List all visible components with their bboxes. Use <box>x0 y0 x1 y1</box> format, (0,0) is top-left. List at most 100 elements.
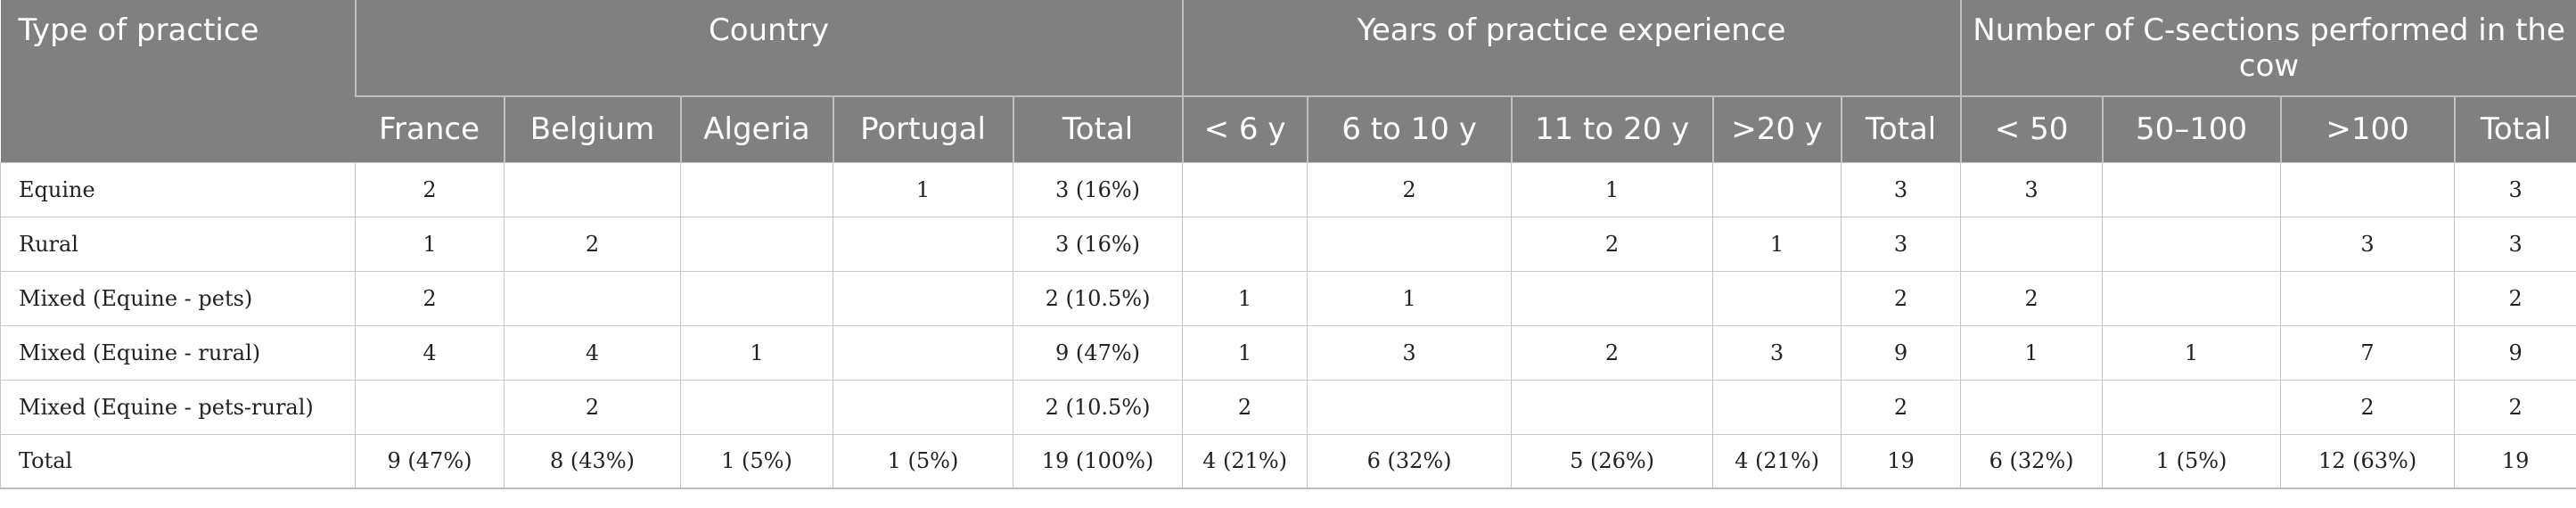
table-cell: 2 <box>1960 270 2104 326</box>
table-header: Type of practice Country Years of practi… <box>0 0 2576 162</box>
table-cell <box>1307 216 1513 272</box>
table-cell: 1 <box>1712 216 1842 272</box>
table-cell: 5 (26%) <box>1511 433 1714 489</box>
col-header-country-total: Total <box>1012 95 1183 162</box>
table-cell <box>833 379 1013 435</box>
table-cell <box>680 161 833 217</box>
table-cell: 2 <box>1841 379 1962 435</box>
table-cell: 2 <box>504 379 681 435</box>
table-cell <box>833 216 1013 272</box>
table-row: Mixed (Equine - pets) 2 2 (10.5%) 1 1 2 2 2 <box>0 270 2576 326</box>
table-cell: 9 (47%) <box>1012 324 1184 381</box>
table-cell <box>833 270 1013 326</box>
table-cell: 9 (47%) <box>355 433 505 489</box>
table-cell <box>2102 379 2282 435</box>
col-header-11to20y: 11 to 20 y <box>1510 95 1713 162</box>
table-cell <box>833 324 1013 381</box>
table-cell: 1 (5%) <box>833 433 1013 489</box>
table-cell <box>2102 270 2282 326</box>
table-cell: 4 <box>504 324 681 381</box>
table-cell: 4 <box>355 324 505 381</box>
table-cell: 1 <box>355 216 505 272</box>
col-header-gt100: >100 <box>2279 95 2455 162</box>
data-table: Type of practice Country Years of practi… <box>0 0 2576 489</box>
table-cell <box>2280 161 2456 217</box>
col-header-years-total: Total <box>1840 95 1961 162</box>
table-cell: 6 (32%) <box>1307 433 1513 489</box>
table-cell: 2 <box>2280 379 2456 435</box>
header-group-row: Type of practice Country Years of practi… <box>0 0 2576 162</box>
table-row: Total 9 (47%) 8 (43%) 1 (5%) 1 (5%) 19 (100%)… <box>0 433 2576 489</box>
table-cell: 4 (21%) <box>1712 433 1842 489</box>
table-cell: 3 <box>1841 216 1962 272</box>
table-cell <box>355 379 505 435</box>
table-cell <box>1511 270 1714 326</box>
table-cell <box>1712 379 1842 435</box>
years-experience-header: Years of practice experience <box>1181 0 1961 96</box>
table-cell: 1 <box>1960 324 2104 381</box>
table-cell <box>1307 379 1513 435</box>
table-cell: 2 <box>1182 379 1309 435</box>
col-header-lt6y: < 6 y <box>1181 95 1308 162</box>
table-cell: 2 <box>1841 270 1962 326</box>
table-cell: 8 (43%) <box>504 433 681 489</box>
table-cell: 9 <box>1841 324 1962 381</box>
table-cell: 9 <box>2454 324 2576 381</box>
table-cell: 3 <box>1960 161 2104 217</box>
table-cell <box>1511 379 1714 435</box>
row-label: Mixed (Equine - pets) <box>0 270 356 326</box>
table-cell <box>504 270 681 326</box>
table-cell: 2 <box>355 270 505 326</box>
table-cell: 1 (5%) <box>680 433 833 489</box>
table-cell <box>680 270 833 326</box>
table-cell <box>1960 216 2104 272</box>
table-cell <box>504 161 681 217</box>
table-cell <box>1182 161 1309 217</box>
table-cell: 3 <box>2454 216 2576 272</box>
table-cell: 1 <box>1307 270 1513 326</box>
col-header-csection-total: Total <box>2453 95 2576 162</box>
table-cell: 3 <box>1307 324 1513 381</box>
table-row: Mixed (Equine - pets-rural) 2 2 (10.5%) 2 2 2… <box>0 379 2576 435</box>
table-cell: 19 (100%) <box>1012 433 1184 489</box>
row-label: Equine <box>0 161 356 217</box>
table-cell <box>2102 216 2282 272</box>
table-cell: 12 (63%) <box>2280 433 2456 489</box>
table-cell: 3 <box>2280 216 2456 272</box>
row-label: Mixed (Equine - pets-rural) <box>0 379 356 435</box>
table-row: Mixed (Equine - rural) 4 4 1 9 (47%) 1 3 2 3 9 1 1 7… <box>0 324 2576 381</box>
row-label: Rural <box>0 216 356 272</box>
table-row: Equine 2 1 3 (16%) 2 1 3 3 3 <box>0 161 2576 217</box>
table-cell <box>680 379 833 435</box>
table-cell <box>680 216 833 272</box>
col-header-50to100: 50–100 <box>2101 95 2281 162</box>
table-cell: 19 <box>2454 433 2576 489</box>
table-cell: 4 (21%) <box>1182 433 1309 489</box>
table-cell: 1 <box>2102 324 2282 381</box>
table-cell: 2 (10.5%) <box>1012 379 1184 435</box>
col-header-algeria: Algeria <box>679 95 833 162</box>
col-header-6to10y: 6 to 10 y <box>1306 95 1512 162</box>
col-header-portugal: Portugal <box>832 95 1013 162</box>
table-body: Equine 2 1 3 (16%) 2 1 3 3 3 Rural 1 2 3 (16%) 2 1 3 3 3 M… <box>0 161 2576 489</box>
table-row: Rural 1 2 3 (16%) 2 1 3 3 3 <box>0 216 2576 272</box>
col-header-lt50: < 50 <box>1959 95 2103 162</box>
table-cell: 7 <box>2280 324 2456 381</box>
table-cell: 3 (16%) <box>1012 216 1184 272</box>
table-cell: 1 <box>680 324 833 381</box>
table-cell: 1 (5%) <box>2102 433 2282 489</box>
table-cell: 19 <box>1841 433 1962 489</box>
table-cell: 2 (10.5%) <box>1012 270 1184 326</box>
type-of-practice-header: Type of practice <box>0 0 356 162</box>
table-cell: 1 <box>1182 324 1309 381</box>
col-header-belgium: Belgium <box>503 95 681 162</box>
table-cell: 1 <box>1511 161 1714 217</box>
table-cell <box>1182 216 1309 272</box>
table-cell: 2 <box>1307 161 1513 217</box>
country-header: Country <box>354 0 1183 96</box>
table-cell: 2 <box>2454 379 2576 435</box>
table-cell: 2 <box>2454 270 2576 326</box>
table-cell: 6 (32%) <box>1960 433 2104 489</box>
col-header-france: France <box>355 95 505 162</box>
row-label: Mixed (Equine - rural) <box>0 324 356 381</box>
